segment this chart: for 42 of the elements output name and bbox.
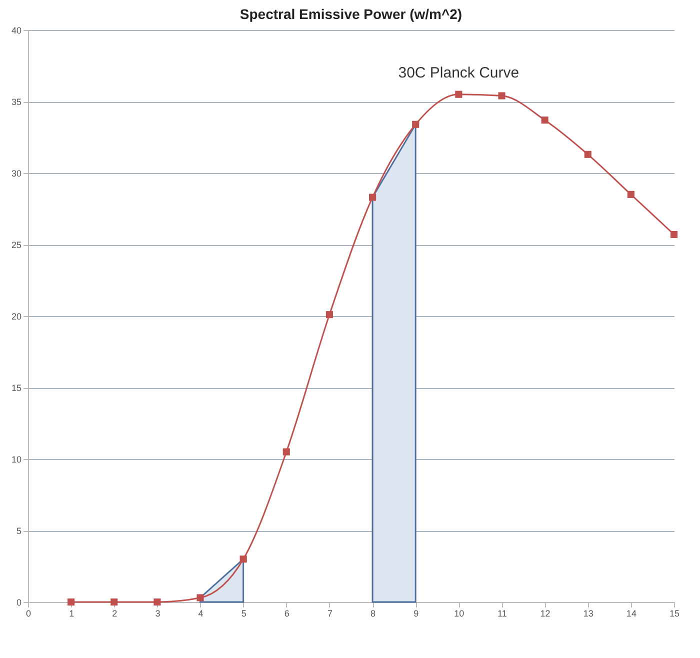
chart-title: Spectral Emissive Power (w/m^2) xyxy=(240,6,462,22)
y-tick-label: 35 xyxy=(11,97,22,107)
point xyxy=(240,556,247,563)
y-tick-label: 5 xyxy=(16,526,22,536)
point xyxy=(326,311,333,318)
point xyxy=(196,594,204,602)
x-tick-label: 2 xyxy=(112,608,118,618)
point xyxy=(412,120,420,128)
x-tick-label: 15 xyxy=(669,608,680,618)
y-tick-label: 30 xyxy=(11,168,22,178)
point xyxy=(498,92,506,100)
y-tick-label: 40 xyxy=(11,26,22,36)
point xyxy=(670,230,678,238)
point xyxy=(455,90,462,98)
x-tick-label: 12 xyxy=(540,608,550,618)
x-tick-label: 1 xyxy=(69,608,74,618)
y-tick-label: 20 xyxy=(11,312,22,322)
point xyxy=(627,190,634,198)
point xyxy=(154,598,161,606)
point xyxy=(110,598,118,606)
y-tick-label: 25 xyxy=(11,240,22,250)
x-tick-label: 7 xyxy=(327,608,332,618)
x-tick-label: 6 xyxy=(284,608,290,618)
x-tick-label: 13 xyxy=(583,608,594,618)
point xyxy=(68,598,75,606)
x-tick-label: 9 xyxy=(414,608,419,618)
x-tick-label: 3 xyxy=(155,608,160,618)
y-tick-label: 0 xyxy=(16,598,22,608)
x-tick-label: 10 xyxy=(454,608,464,618)
series-label: 30C Planck Curve xyxy=(398,64,520,82)
x-tick-label: 8 xyxy=(370,608,376,618)
point xyxy=(541,116,548,124)
x-tick-label: 11 xyxy=(498,608,507,618)
y-tick-label: 15 xyxy=(11,383,22,393)
point xyxy=(584,150,592,158)
x-tick-label: 14 xyxy=(626,608,636,618)
x-tick-label: 4 xyxy=(198,608,204,618)
y-tick-label: 10 xyxy=(11,454,22,464)
point xyxy=(282,448,290,456)
point xyxy=(368,194,376,201)
x-tick-label: 0 xyxy=(26,608,32,618)
x-tick-label: 5 xyxy=(241,608,246,618)
